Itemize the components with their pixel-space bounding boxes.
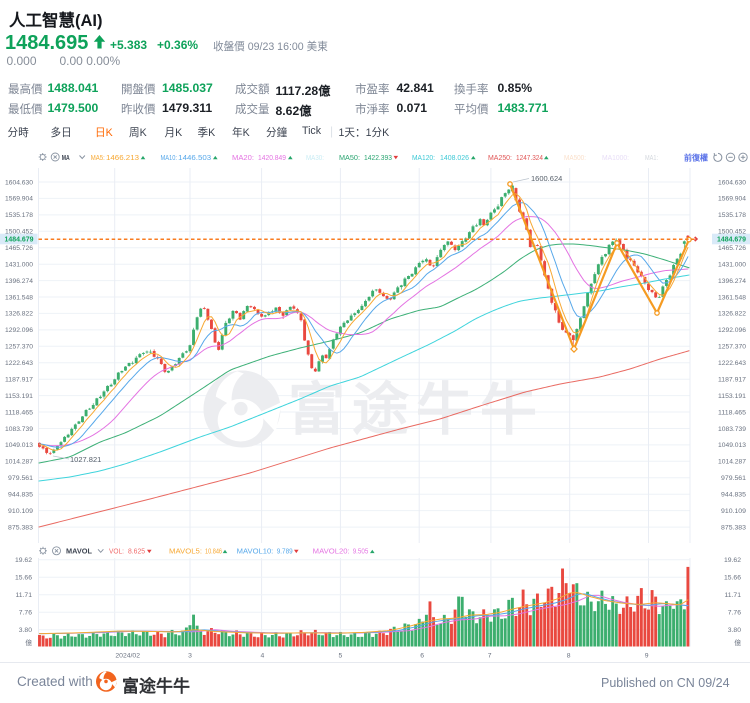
svg-text:富途牛牛: 富途牛牛 (288, 378, 544, 442)
svg-text:1247.324: 1247.324 (516, 153, 543, 162)
svg-text:1535.178: 1535.178 (5, 212, 33, 219)
svg-text:1083.739: 1083.739 (718, 426, 746, 433)
svg-text:19.62: 19.62 (15, 557, 32, 564)
svg-text:MA250:: MA250: (488, 153, 512, 162)
svg-text:MA1000:: MA1000: (602, 153, 629, 162)
svg-text:7: 7 (488, 653, 492, 660)
svg-text:1049.013: 1049.013 (5, 442, 33, 449)
svg-text:MA30:: MA30: (306, 153, 324, 162)
svg-text:1083.739: 1083.739 (5, 426, 33, 433)
svg-text:MAVOL20:: MAVOL20: (313, 547, 350, 556)
svg-text:15.66: 15.66 (724, 575, 741, 582)
svg-text:1465.726: 1465.726 (5, 245, 33, 252)
svg-text:5: 5 (339, 653, 343, 660)
svg-text:1569.904: 1569.904 (5, 196, 33, 203)
svg-text:1292.096: 1292.096 (718, 327, 746, 334)
svg-text:MAVOL: MAVOL (66, 547, 93, 556)
svg-text:875.383: 875.383 (8, 524, 33, 531)
svg-text:7.76: 7.76 (19, 610, 32, 617)
svg-text:1465.726: 1465.726 (718, 245, 746, 252)
svg-text:1420.849: 1420.849 (258, 153, 286, 162)
svg-text:1396.274: 1396.274 (718, 278, 746, 285)
svg-text:1466.213: 1466.213 (106, 153, 139, 162)
svg-text:前復權: 前復權 (684, 153, 708, 163)
svg-text:MA5:: MA5: (91, 153, 105, 162)
svg-text:1361.548: 1361.548 (718, 294, 746, 301)
svg-text:8.625: 8.625 (128, 547, 145, 556)
svg-text:1222.643: 1222.643 (718, 360, 746, 367)
svg-text:MA50:: MA50: (339, 153, 360, 162)
svg-text:1326.822: 1326.822 (718, 311, 746, 318)
svg-text:3.80: 3.80 (19, 627, 32, 634)
svg-text:1604.630: 1604.630 (718, 179, 746, 186)
svg-text:11.71: 11.71 (15, 592, 32, 599)
svg-text:1600.624: 1600.624 (531, 174, 562, 183)
svg-text:3: 3 (188, 653, 192, 660)
svg-text:VOL:: VOL: (109, 547, 124, 556)
svg-text:億: 億 (734, 638, 741, 647)
svg-text:1187.917: 1187.917 (718, 377, 746, 384)
svg-text:MA120:: MA120: (412, 153, 435, 162)
svg-text:1535.178: 1535.178 (718, 212, 746, 219)
svg-text:MAVOL10:: MAVOL10: (237, 547, 274, 556)
svg-text:875.383: 875.383 (721, 524, 746, 531)
svg-text:1222.643: 1222.643 (5, 360, 33, 367)
svg-text:3.80: 3.80 (728, 627, 741, 634)
svg-text:1257.370: 1257.370 (5, 344, 33, 351)
svg-text:944.835: 944.835 (8, 492, 33, 499)
svg-text:1257.370: 1257.370 (718, 344, 746, 351)
svg-text:1396.274: 1396.274 (5, 278, 33, 285)
svg-text:9.789: 9.789 (277, 547, 293, 556)
svg-text:1153.191: 1153.191 (718, 393, 746, 400)
svg-text:MA10:: MA10: (161, 153, 178, 162)
svg-text:1500.452: 1500.452 (718, 229, 746, 236)
svg-text:1422.393: 1422.393 (364, 153, 392, 162)
svg-text:15.66: 15.66 (15, 575, 32, 582)
svg-text:944.835: 944.835 (721, 492, 746, 499)
svg-text:億: 億 (25, 638, 32, 647)
svg-text:979.561: 979.561 (721, 475, 746, 482)
svg-text:1118.465: 1118.465 (718, 409, 746, 416)
svg-text:1446.503: 1446.503 (178, 153, 211, 162)
svg-text:1361.548: 1361.548 (5, 294, 33, 301)
svg-text:1500.452: 1500.452 (5, 229, 33, 236)
svg-text:11.71: 11.71 (724, 592, 741, 599)
svg-text:2024/02: 2024/02 (115, 653, 140, 660)
svg-text:910.109: 910.109 (721, 508, 746, 515)
svg-text:19.62: 19.62 (724, 557, 741, 564)
svg-text:8: 8 (567, 653, 571, 660)
svg-text:7.76: 7.76 (728, 610, 741, 617)
svg-text:1431.000: 1431.000 (5, 262, 33, 269)
svg-text:MA: MA (62, 153, 71, 162)
svg-text:1408.026: 1408.026 (440, 153, 469, 162)
svg-text:1292.096: 1292.096 (5, 327, 33, 334)
svg-text:979.561: 979.561 (8, 475, 33, 482)
svg-text:6: 6 (420, 653, 424, 660)
svg-text:9: 9 (645, 653, 649, 660)
svg-text:1484.679: 1484.679 (5, 236, 34, 243)
svg-text:1118.465: 1118.465 (5, 409, 33, 416)
svg-text:1014.287: 1014.287 (5, 459, 33, 466)
svg-text:9.505: 9.505 (353, 547, 369, 556)
svg-text:MAVOL5:: MAVOL5: (169, 547, 202, 556)
svg-text:1431.000: 1431.000 (718, 262, 746, 269)
svg-text:MA20:: MA20: (232, 153, 254, 162)
svg-text:1326.822: 1326.822 (5, 311, 33, 318)
svg-text:4: 4 (261, 653, 265, 660)
svg-text:1187.917: 1187.917 (5, 377, 33, 384)
svg-text:MA1:: MA1: (645, 153, 658, 162)
svg-text:1604.630: 1604.630 (5, 179, 33, 186)
svg-text:1014.287: 1014.287 (718, 459, 746, 466)
svg-text:1569.904: 1569.904 (718, 196, 746, 203)
svg-text:1049.013: 1049.013 (718, 442, 746, 449)
svg-text:1484.679: 1484.679 (717, 236, 746, 243)
svg-text:910.109: 910.109 (8, 508, 33, 515)
svg-text:10.846: 10.846 (205, 547, 222, 556)
svg-text:MA500:: MA500: (564, 153, 586, 162)
svg-text:1027.821: 1027.821 (70, 455, 101, 464)
svg-text:1153.191: 1153.191 (5, 393, 33, 400)
